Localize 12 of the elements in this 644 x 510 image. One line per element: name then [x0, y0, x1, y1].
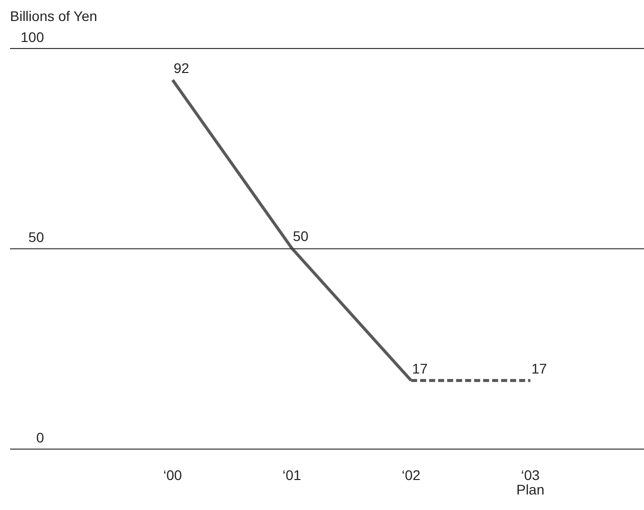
data-label: 50	[292, 228, 309, 244]
y-tick-label: 50	[28, 229, 44, 246]
x-tick-label: ‘00	[163, 466, 182, 483]
data-label: 92	[174, 60, 190, 76]
x-tick-label: ‘03 Plan	[516, 466, 544, 498]
y-tick-label: 0	[36, 429, 44, 446]
x-tick-label: ‘01	[282, 466, 302, 483]
x-tick-label: ‘02	[402, 466, 421, 483]
y-axis-title: Billions of Yen	[10, 8, 98, 24]
data-label: 17	[531, 360, 548, 376]
y-tick-label: 100	[20, 28, 44, 45]
data-label: 17	[412, 360, 428, 376]
